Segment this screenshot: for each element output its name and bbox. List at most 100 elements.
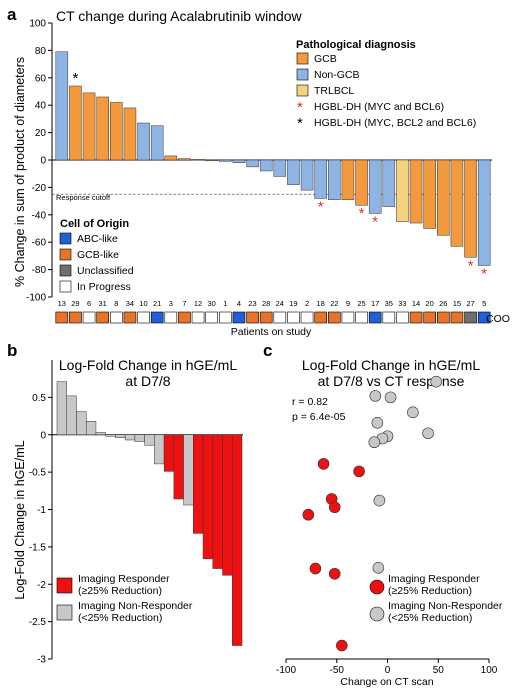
bar-patient-10 [137,122,150,161]
coo-cell-gcb_like [55,311,69,324]
patient-label: 3 [169,299,173,308]
panel-b-title-line2: at D7/8 [125,373,170,389]
bar-patient-22 [328,159,341,200]
coo-cell-in_progress [191,311,205,324]
panel-b-bars [56,381,243,646]
coo-cell-gcb_like [450,311,464,324]
bar-patient-14 [409,159,423,224]
responder-point [317,458,330,470]
coo-cell-abc_like [477,311,491,324]
panel-b-y-tick-label: 0.5 [32,393,46,404]
legend-label-non-gcb: Non-GCB [314,69,360,81]
legend-label-trlbcl: TRLBCL [314,85,354,97]
panel-c-stats-p: p = 6.4e-05 [292,411,346,423]
coo-legend: Cell of Origin ABC-like GCB-like Unclass… [59,218,134,293]
panel-b-letter: b [7,341,17,360]
log-fold-bar [193,434,204,534]
bar-patient-8 [110,102,123,161]
panel-c-x-tick-label: 0 [385,665,391,676]
bar-patient-27 [464,159,477,258]
patient-label: 14 [412,299,420,308]
responder-point [302,508,315,521]
legend-swatch-abc-like [59,232,72,245]
bar-patient-5 [477,159,491,266]
bar-patient-21 [150,125,164,161]
bar-patient-9 [341,159,355,200]
panel-a: a CT change during Acalabrutinib window … [7,5,510,338]
coo-cell-in_progress [355,311,368,324]
bar-patient-3 [164,155,178,161]
coo-cell-gcb_like [178,311,191,324]
panel-b-title-line1: Log-Fold Change in hGE/mL [59,357,237,373]
bar-patient-18 [314,159,327,199]
patient-label: 8 [114,299,118,308]
diagnosis-legend-title: Pathological diagnosis [296,39,416,51]
panel-c-legend-responder-line1: Imaging Responder [388,573,480,585]
coo-cell-in_progress [205,311,219,324]
panel-a-coo-strip [55,311,491,324]
legend-swatch-trlbcl [296,84,309,97]
panel-a-y-tick-label: -60 [32,238,47,249]
coo-cell-in_progress [110,311,123,324]
coo-cell-in_progress [219,311,232,324]
panel-b-legend-responder-line1: Imaging Responder [78,573,170,585]
panel-a-title: CT change during Acalabrutinib window [56,8,303,24]
responder-point [353,465,365,478]
responder-point [328,567,341,580]
panel-a-y-tick-label: -80 [32,265,47,276]
legend-swatch-non-gcb [296,68,309,81]
legend-label-in-progress: In Progress [77,281,131,293]
panel-a-bars [55,51,491,266]
patient-label: 18 [317,299,325,308]
asterisk-icon: * [359,205,365,222]
patient-label: 28 [262,299,270,308]
bar-patient-13 [55,51,69,161]
bar-patient-2 [300,159,314,191]
coo-cell-gcb_like [327,311,341,324]
panel-c-legend-swatch-responder [369,579,385,595]
bar-patient-1 [219,159,232,162]
panel-a-y-tick-label: 60 [35,73,47,84]
panel-a-patient-labels: 13 29 6 31 8 34 10 21 3 7 12 30 1 4 23 28 24 19 2 18 22 9 25 17… [58,299,487,308]
bar-patient-4 [232,159,246,163]
legend-label-gcb: GCB [314,53,337,65]
legend-label-unclassified: Unclassified [77,265,134,277]
panel-b-y-tick-label: -3 [37,655,46,666]
responder-point [309,562,322,575]
coo-cell-gcb_like [423,311,436,324]
non-responder-point [369,390,382,402]
patient-label: 12 [194,299,202,308]
bar-patient-15 [450,159,464,247]
panel-b-y-tick-label: 0 [40,430,46,441]
panel-a-y-tick-label: 80 [35,46,47,57]
panel-c-x-tick-label: -100 [276,665,296,676]
log-fold-bar [222,434,233,576]
legend-swatch-gcb [296,52,309,65]
panel-a-y-tick-label: -20 [32,183,47,194]
log-fold-bar [232,434,243,646]
panel-b-legend-non-responder-line1: Imaging Non-Responder [78,600,193,612]
non-responder-point [372,562,385,574]
legend-red-asterisk-icon: * [297,99,303,116]
panel-c-x-tick-label: -50 [330,665,345,676]
log-fold-bar [212,434,223,569]
coo-cell-in_progress [396,311,409,324]
non-responder-point [371,416,384,429]
panel-a-y-tick-label: 0 [40,156,46,167]
coo-cell-in_progress [300,311,314,324]
coo-cell-gcb_like [246,311,259,324]
panel-c-x-axis-label: Change on CT scan [340,676,433,688]
log-fold-bar [124,434,136,441]
non-responder-point [407,406,419,419]
coo-cell-in_progress [82,311,96,324]
log-fold-bar [56,381,67,435]
log-fold-bar [154,434,165,465]
asterisk-icon: * [318,198,324,215]
patient-label: 26 [439,299,447,308]
panel-c-x-tick-label: 50 [433,665,445,676]
coo-cell-in_progress [382,311,396,324]
panel-a-y-axis-label: % Change in sum of product of diameters [13,57,27,287]
patient-label: 33 [398,299,406,308]
patient-label: 15 [453,299,461,308]
coo-cell-abc_like [232,311,246,324]
